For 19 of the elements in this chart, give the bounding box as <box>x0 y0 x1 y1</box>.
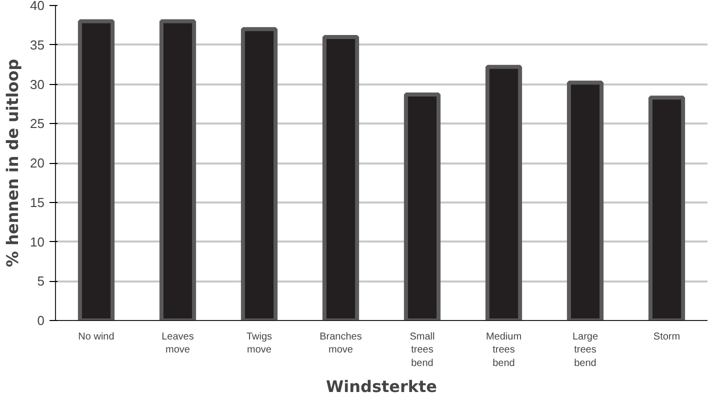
y-axis-title: % hennen in de uitloop <box>3 58 22 268</box>
y-tick-label: 0 <box>37 313 45 328</box>
y-tick-label: 5 <box>37 274 45 289</box>
x-tick-label: Twigs move <box>246 332 272 356</box>
x-tick-label: Branches move <box>320 332 362 356</box>
x-tick-label: Storm <box>653 332 680 342</box>
y-tick-label: 35 <box>30 37 45 52</box>
x-tick-label: Medium trees bend <box>486 332 522 369</box>
y-tick-label: 15 <box>30 194 45 210</box>
y-tick-label: 40 <box>30 0 45 13</box>
y-tick-label: 10 <box>30 234 45 250</box>
x-tick-label: Leaves move <box>162 332 194 356</box>
x-axis-title: Windsterkte <box>326 376 438 396</box>
x-tick-label: Large trees bend <box>572 332 598 369</box>
y-tick-label: 25 <box>30 116 45 132</box>
x-tick-label: Small trees bend <box>410 332 435 369</box>
y-tick-label: 20 <box>30 156 45 170</box>
y-tick-label: 30 <box>30 76 45 92</box>
x-tick-label: No wind <box>78 332 114 342</box>
